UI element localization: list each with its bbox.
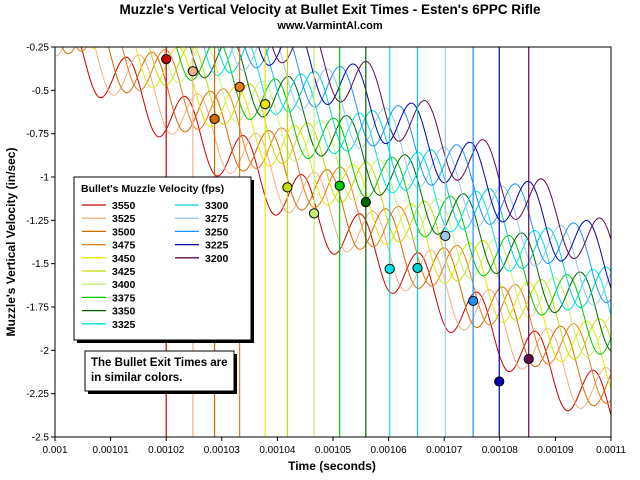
x-axis: 0.001 0.00101 0.00102 0.00103 0.00104 0.00105… (42, 437, 626, 456)
x-tick-label: 0.00104 (259, 445, 296, 456)
x-axis-label: Time (seconds) (288, 459, 376, 473)
exit-marker-3550 (161, 54, 172, 65)
legend-label-3250: 3250 (205, 226, 229, 238)
legend-label-3225: 3225 (205, 240, 229, 252)
exit-marker-3500 (209, 113, 220, 125)
series-line-3425 (148, 47, 611, 360)
series-line-3375 (176, 47, 611, 355)
note-text: in similar colors. (91, 372, 182, 384)
y-axis-label: Muzzle's Vertical Velocity (in/sec) (4, 148, 18, 337)
series-line-3250 (244, 47, 611, 304)
legend-label-3300: 3300 (205, 200, 229, 212)
legend-label-3475: 3475 (112, 240, 136, 252)
series-line-3200 (271, 47, 611, 260)
y-tick-label: -2.25 (26, 389, 49, 400)
y-tick-label: -2.5 (32, 433, 50, 444)
series-line-3475 (75, 47, 611, 404)
legend-label-3375: 3375 (112, 292, 136, 304)
exit-marker-3350 (360, 197, 371, 208)
exit-marker-3450 (260, 99, 271, 110)
series-line-3225 (258, 47, 611, 289)
y-tick-label: -0.75 (26, 129, 49, 140)
series-line-3325 (203, 47, 611, 316)
y-tick-label: -1.75 (26, 303, 49, 314)
series-line-3300 (217, 47, 611, 309)
note-text: The Bullet Exit Times are (91, 357, 228, 369)
x-tick-label: 0.00108 (482, 445, 519, 456)
legend-label-3275: 3275 (205, 213, 229, 225)
series-line-3400 (162, 47, 611, 358)
note-box: The Bullet Exit Times are in similar colo… (84, 350, 237, 394)
legend-label-3400: 3400 (112, 279, 136, 291)
y-tick-label: -1.25 (26, 216, 49, 227)
legend-label-3325: 3325 (112, 319, 136, 331)
legend-label-3450: 3450 (112, 253, 136, 265)
legend: Bullet's Muzzle Velocity (fps) 3550352535… (73, 176, 254, 343)
x-tick-label: 0.00102 (148, 445, 185, 456)
series-line-3275 (230, 47, 611, 306)
x-tick-label: 0.00106 (371, 445, 408, 456)
exit-marker-3325 (384, 263, 395, 274)
legend-label-3500: 3500 (112, 226, 136, 238)
legend-label-3200: 3200 (205, 253, 229, 265)
series-line-3450 (90, 47, 611, 389)
series-line-3350 (189, 47, 611, 352)
exit-marker-3525 (187, 66, 198, 77)
series-line-3525 (55, 47, 611, 409)
legend-title: Bullet's Muzzle Velocity (fps) (81, 183, 224, 195)
exit-marker-3275 (440, 230, 451, 242)
x-tick-label: 0.00103 (204, 445, 241, 456)
series-curves (55, 47, 611, 416)
x-tick-label: 0.001 (42, 445, 67, 456)
exit-marker-3425 (282, 182, 293, 193)
y-axis: -0.25 -0.5 -0.75 -1 -1.25 -1.5 -1.75 -2 -2.25 -2.… (26, 43, 55, 444)
chart-subtitle: www.VarmintAl.com (276, 20, 383, 32)
exit-marker-3375 (334, 180, 345, 191)
y-tick-label: -1.5 (32, 259, 50, 270)
y-tick-label: -1 (40, 173, 49, 184)
y-tick-label: -2 (40, 346, 49, 357)
exit-marker-3475 (234, 81, 245, 92)
exit-marker-3250 (468, 295, 479, 307)
exit-marker-3300 (412, 262, 423, 274)
x-tick-label: 0.00105 (315, 445, 352, 456)
exit-marker-3225 (494, 376, 505, 387)
series-line-3550 (80, 47, 611, 416)
legend-label-3350: 3350 (112, 306, 136, 318)
y-tick-label: -0.25 (26, 43, 49, 54)
x-tick-label: 0.00101 (93, 445, 130, 456)
x-tick-label: 0.00107 (426, 445, 463, 456)
exit-marker-3400 (308, 208, 320, 219)
legend-label-3425: 3425 (112, 266, 136, 278)
x-tick-label: 0.00109 (537, 445, 574, 456)
chart-title: Muzzle's Vertical Velocity at Bullet Exi… (119, 2, 541, 17)
legend-label-3525: 3525 (112, 213, 136, 225)
x-tick-label: 0.0011 (596, 445, 626, 456)
legend-label-3550: 3550 (112, 200, 136, 212)
exit-markers (161, 54, 534, 387)
y-tick-label: -0.5 (32, 86, 50, 97)
exit-marker-3200 (523, 353, 534, 365)
